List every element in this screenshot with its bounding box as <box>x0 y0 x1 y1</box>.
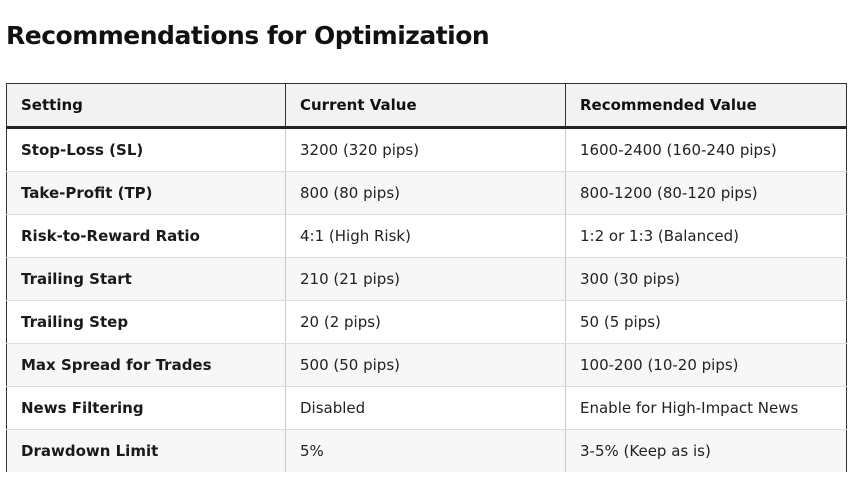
table-body: Stop-Loss (SL) 3200 (320 pips) 1600-2400… <box>6 127 847 472</box>
column-header-setting: Setting <box>6 83 286 129</box>
setting-cell: Take-Profit (TP) <box>6 171 286 215</box>
page-title: Recommendations for Optimization <box>6 21 490 50</box>
table-row: Trailing Start 210 (21 pips) 300 (30 pip… <box>6 257 847 301</box>
current-value-cell: Disabled <box>285 386 566 430</box>
table-row: Max Spread for Trades 500 (50 pips) 100-… <box>6 343 847 387</box>
table-row: Trailing Step 20 (2 pips) 50 (5 pips) <box>6 300 847 344</box>
recommended-value-cell: 1600-2400 (160-240 pips) <box>565 127 847 172</box>
recommended-value-cell: 100-200 (10-20 pips) <box>565 343 847 387</box>
table-row: Take-Profit (TP) 800 (80 pips) 800-1200 … <box>6 171 847 215</box>
setting-cell: Risk-to-Reward Ratio <box>6 214 286 258</box>
table-row: Stop-Loss (SL) 3200 (320 pips) 1600-2400… <box>6 127 847 172</box>
setting-cell: Drawdown Limit <box>6 429 286 472</box>
setting-cell: Stop-Loss (SL) <box>6 127 286 172</box>
table-row: Risk-to-Reward Ratio 4:1 (High Risk) 1:2… <box>6 214 847 258</box>
setting-cell: Trailing Step <box>6 300 286 344</box>
table-row: News Filtering Disabled Enable for High-… <box>6 386 847 430</box>
current-value-cell: 5% <box>285 429 566 472</box>
current-value-cell: 800 (80 pips) <box>285 171 566 215</box>
header-row: Setting Current Value Recommended Value <box>6 83 847 129</box>
current-value-cell: 210 (21 pips) <box>285 257 566 301</box>
recommended-value-cell: 800-1200 (80-120 pips) <box>565 171 847 215</box>
current-value-cell: 20 (2 pips) <box>285 300 566 344</box>
recommended-value-cell: 300 (30 pips) <box>565 257 847 301</box>
current-value-cell: 4:1 (High Risk) <box>285 214 566 258</box>
recommendations-table: Setting Current Value Recommended Value … <box>6 83 847 472</box>
setting-cell: Max Spread for Trades <box>6 343 286 387</box>
column-header-recommended-value: Recommended Value <box>565 83 847 129</box>
current-value-cell: 3200 (320 pips) <box>285 127 566 172</box>
setting-cell: Trailing Start <box>6 257 286 301</box>
column-header-current-value: Current Value <box>285 83 566 129</box>
current-value-cell: 500 (50 pips) <box>285 343 566 387</box>
table-row: Drawdown Limit 5% 3-5% (Keep as is) <box>6 429 847 472</box>
table-header: Setting Current Value Recommended Value <box>6 83 847 129</box>
recommendations-table-container: Setting Current Value Recommended Value … <box>6 83 847 472</box>
recommended-value-cell: 1:2 or 1:3 (Balanced) <box>565 214 847 258</box>
setting-cell: News Filtering <box>6 386 286 430</box>
recommended-value-cell: 3-5% (Keep as is) <box>565 429 847 472</box>
recommended-value-cell: Enable for High-Impact News <box>565 386 847 430</box>
recommended-value-cell: 50 (5 pips) <box>565 300 847 344</box>
